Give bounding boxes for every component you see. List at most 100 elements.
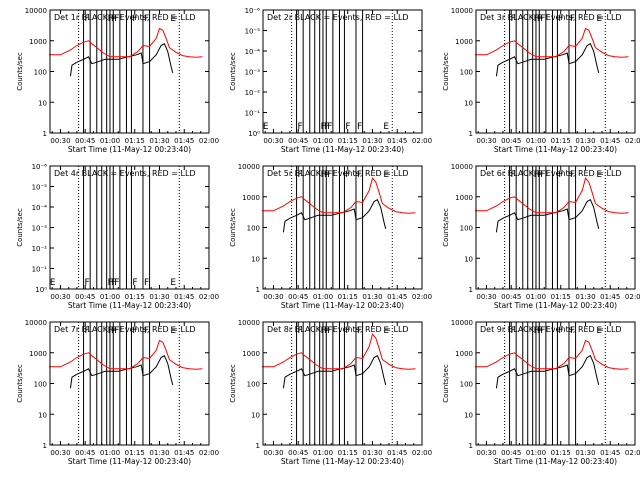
panel-title: Det 1r BLACK = Events, RED = LLD (54, 13, 196, 22)
x-tick-label: 01:45 (174, 449, 194, 457)
series-lld-line (48, 27, 203, 58)
y-tick-label: 100 (460, 69, 473, 77)
y-tick-label: 10 (464, 255, 473, 263)
interval-marker: F (570, 326, 575, 336)
y-tick-label: 1000 (455, 350, 473, 358)
x-tick-label: 01:45 (174, 137, 194, 145)
series-lld-line (474, 339, 629, 370)
x-tick-label: 01:30 (575, 293, 595, 301)
x-tick-label: 00:45 (501, 293, 521, 301)
interval-marker: F (114, 14, 119, 24)
x-axis-label: Start Time (11-May-12 00:23:40) (494, 301, 617, 310)
x-tick-label: 00:30 (476, 293, 496, 301)
y-tick-label: 10 (38, 99, 47, 107)
x-tick-label: 00:30 (476, 449, 496, 457)
x-tick-label: 00:45 (288, 137, 308, 145)
y-tick-label: 1000 (242, 350, 260, 358)
y-axis-label: Counts/sec (16, 364, 24, 403)
interval-marker: E (383, 326, 389, 336)
x-tick-label: 00:45 (501, 449, 521, 457)
y-tick-label: 1 (43, 130, 47, 138)
x-tick-label: 02:00 (412, 293, 432, 301)
series-lld-line (474, 177, 629, 214)
interval-marker: E (170, 326, 176, 336)
interval-marker: F (357, 122, 362, 132)
y-tick-label: 10000 (451, 7, 473, 15)
interval-marker: F (558, 326, 563, 336)
interval-marker: F (298, 122, 303, 132)
y-tick-label: 10⁻⁴ (32, 204, 48, 212)
y-tick-label: 10000 (25, 319, 47, 327)
interval-marker: F (327, 122, 332, 132)
x-tick-label: 01:30 (362, 293, 382, 301)
interval-marker: F (558, 14, 563, 24)
x-tick-label: 00:30 (263, 137, 283, 145)
interval-marker: F (537, 326, 542, 336)
interval-marker: E (383, 170, 389, 180)
interval-marker: F (345, 326, 350, 336)
x-tick-label: 01:15 (125, 449, 145, 457)
x-tick-label: 01:00 (100, 137, 120, 145)
x-axis-label: Start Time (11-May-12 00:23:40) (281, 301, 404, 310)
y-tick-label: 10000 (451, 163, 473, 171)
interval-marker: F (114, 326, 119, 336)
y-tick-label: 100 (247, 381, 260, 389)
y-tick-label: 1 (256, 286, 260, 294)
x-tick-label: 01:15 (125, 293, 145, 301)
x-tick-label: 01:00 (100, 449, 120, 457)
interval-marker: E (50, 278, 56, 288)
x-tick-label: 01:15 (551, 137, 571, 145)
x-tick-label: 01:30 (149, 137, 169, 145)
x-tick-label: 01:30 (575, 137, 595, 145)
interval-marker: F (357, 326, 362, 336)
x-tick-label: 01:00 (526, 449, 546, 457)
y-tick-label: 10⁻³ (245, 69, 261, 77)
y-tick-label: 10⁰ (248, 130, 260, 138)
x-tick-label: 02:00 (625, 449, 640, 457)
x-tick-label: 01:00 (526, 137, 546, 145)
series-lld-line (261, 177, 416, 214)
plot-frame (262, 321, 423, 446)
x-tick-label: 01:15 (338, 137, 358, 145)
x-tick-label: 00:30 (263, 449, 283, 457)
interval-marker: F (144, 278, 149, 288)
interval-marker: F (298, 326, 303, 336)
x-tick-label: 00:45 (75, 449, 95, 457)
x-tick-label: 02:00 (199, 449, 219, 457)
y-axis-label: Counts/sec (229, 52, 237, 91)
y-axis-label: Counts/sec (229, 208, 237, 247)
x-tick-label: 01:30 (575, 449, 595, 457)
x-tick-label: 01:00 (313, 449, 333, 457)
interval-marker: F (324, 122, 329, 132)
interval-marker: F (144, 14, 149, 24)
interval-marker: F (345, 170, 350, 180)
y-tick-label: 1000 (29, 38, 47, 46)
x-tick-label: 01:45 (600, 293, 620, 301)
x-tick-label: 00:45 (288, 449, 308, 457)
interval-marker: F (111, 278, 116, 288)
y-tick-label: 10 (464, 99, 473, 107)
interval-marker: F (345, 122, 350, 132)
y-tick-label: 1000 (455, 38, 473, 46)
interval-marker: F (324, 326, 329, 336)
x-tick-label: 02:00 (412, 137, 432, 145)
interval-marker: F (114, 278, 119, 288)
series-events-line (69, 42, 174, 77)
y-tick-label: 10 (251, 255, 260, 263)
y-tick-label: 1 (469, 442, 473, 450)
interval-marker: F (111, 326, 116, 336)
x-tick-label: 01:15 (551, 293, 571, 301)
y-tick-label: 10000 (451, 319, 473, 327)
x-tick-label: 00:30 (50, 293, 70, 301)
plot-frame (49, 321, 210, 446)
interval-marker: F (570, 14, 575, 24)
interval-marker: F (108, 14, 113, 24)
series-events-line (495, 42, 600, 77)
x-axis-label: Start Time (11-May-12 00:23:40) (494, 145, 617, 154)
y-tick-label: 100 (460, 225, 473, 233)
interval-marker: E (596, 170, 602, 180)
y-axis-label: Counts/sec (229, 364, 237, 403)
